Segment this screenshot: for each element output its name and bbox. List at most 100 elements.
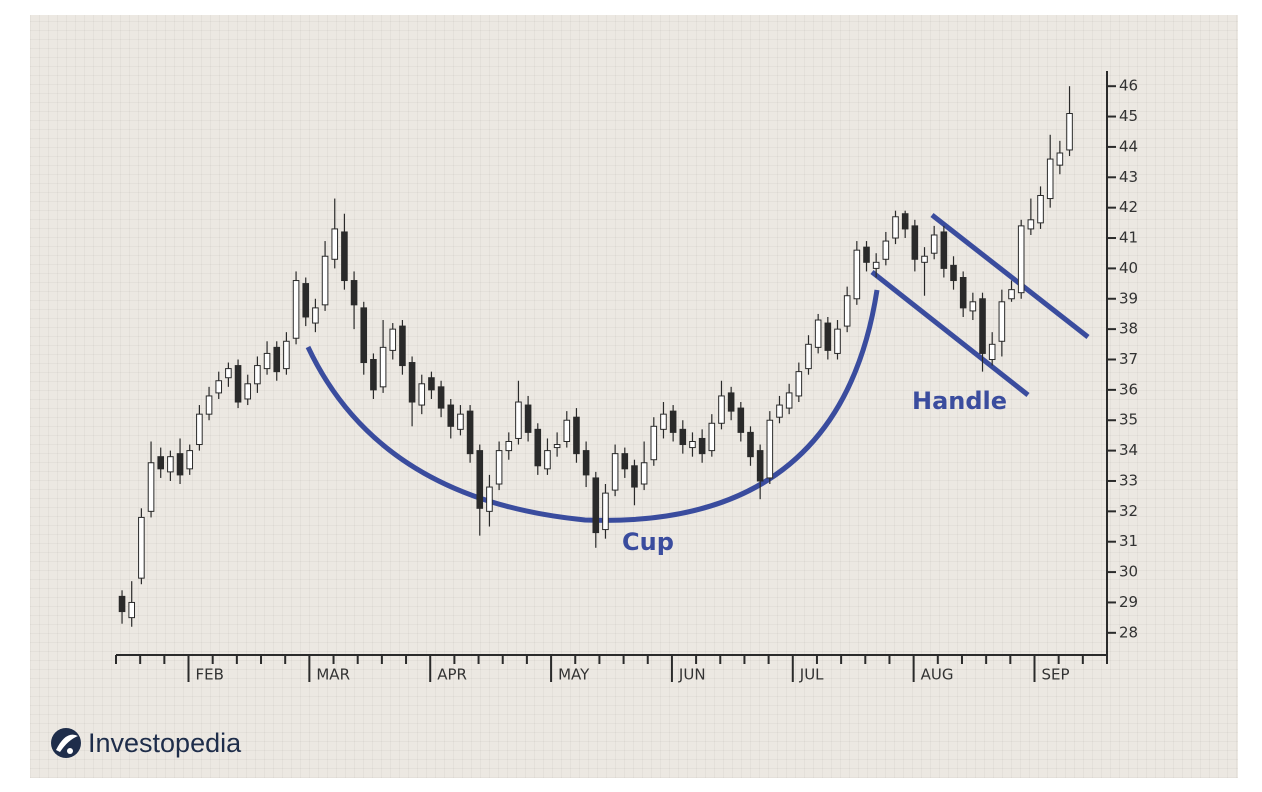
candle-body (698, 437, 706, 455)
handle-label: Handle (912, 387, 1007, 415)
candle-body (176, 453, 184, 476)
candle-body (853, 249, 861, 300)
candle-body (892, 216, 899, 239)
x-tick-label: FEB (196, 666, 224, 684)
y-tick-label: 36 (1119, 380, 1138, 398)
candle-body (379, 346, 387, 388)
candle-body (544, 450, 551, 470)
handle-line-upper (930, 213, 1090, 339)
candle-body (118, 595, 126, 613)
candle-body (785, 392, 793, 409)
candle-body (370, 359, 377, 391)
x-tick-label: APR (437, 666, 467, 684)
candle-body (882, 240, 890, 260)
candle-body (795, 371, 803, 397)
candle-body (534, 428, 542, 467)
candle-body (611, 453, 619, 491)
candle-body (679, 428, 687, 446)
candle-body (157, 456, 165, 470)
y-tick-label: 46 (1119, 77, 1138, 95)
candle-body (389, 328, 397, 351)
candle-body (321, 255, 329, 306)
candle-body (592, 477, 600, 534)
candle-body (360, 307, 368, 364)
candle-body (863, 246, 870, 263)
logo-dot (67, 748, 73, 754)
candle-body (408, 362, 416, 403)
x-tick-label: JUN (678, 666, 706, 684)
candle-body (1056, 152, 1064, 166)
candle-body (234, 365, 242, 403)
y-tick-label: 40 (1119, 259, 1138, 277)
candle-body (766, 419, 774, 479)
candle-body (660, 413, 667, 430)
candle-body (486, 486, 493, 512)
candle-body (138, 516, 145, 579)
candle-body (302, 283, 310, 318)
candle-body (128, 601, 136, 619)
candle-body (292, 280, 300, 339)
candle-body (573, 416, 580, 455)
candle-body (205, 395, 213, 415)
y-tick-label: 30 (1119, 563, 1138, 581)
logo-swoosh (56, 734, 78, 752)
candle-body (147, 462, 155, 512)
x-tick-label: MAR (316, 666, 350, 684)
candle-body (843, 295, 851, 327)
candle-body (244, 383, 252, 400)
candle-body (747, 431, 754, 458)
candle-body (331, 228, 339, 260)
candle-body (582, 450, 590, 476)
candle-body (186, 450, 194, 470)
candle-body (457, 413, 464, 430)
candle-body (1037, 195, 1044, 224)
candle-body (824, 322, 832, 351)
candle-body (273, 346, 281, 373)
candle-body (602, 492, 609, 531)
y-tick-label: 34 (1119, 441, 1138, 459)
candle-body (553, 444, 561, 449)
candle-body (1017, 225, 1025, 294)
y-tick-label: 32 (1119, 502, 1138, 520)
candle-body (476, 450, 484, 509)
candle-body (515, 401, 522, 439)
candle-body (621, 453, 629, 470)
candle-body (350, 280, 358, 306)
candle-body (341, 231, 348, 282)
candle-body (950, 264, 957, 282)
y-tick-label: 37 (1119, 350, 1138, 368)
candle-body (428, 377, 435, 391)
x-tick-label: MAY (558, 666, 590, 684)
candle-body (447, 404, 455, 427)
handle-line-lower (870, 270, 1030, 397)
y-tick-label: 41 (1119, 229, 1138, 247)
candle-body (399, 325, 406, 367)
candle-body (776, 404, 783, 418)
candle-body (1027, 219, 1035, 230)
y-tick-label: 33 (1119, 471, 1138, 489)
y-tick-label: 31 (1119, 532, 1138, 550)
chart-panel (30, 15, 1238, 778)
y-tick-label: 44 (1119, 137, 1138, 155)
candle-body (921, 255, 928, 263)
candle-body (814, 319, 822, 348)
y-tick-label: 38 (1119, 320, 1138, 338)
candle-body (254, 365, 261, 385)
logo-icon (51, 728, 81, 758)
candle-body (969, 301, 977, 312)
candle-body (988, 343, 996, 361)
candle-body (650, 425, 658, 461)
candle-body (418, 383, 426, 406)
candle-body (737, 407, 745, 433)
candle-body (669, 410, 677, 433)
candle-body (631, 465, 638, 488)
candle-body (901, 213, 909, 230)
candle-body (756, 450, 764, 482)
y-tick-label: 42 (1119, 198, 1138, 216)
candle-body (1046, 158, 1054, 200)
candle-body (640, 462, 648, 485)
candle-body (689, 440, 696, 449)
annotation-shapes (305, 213, 1090, 523)
candle-body (283, 340, 290, 370)
